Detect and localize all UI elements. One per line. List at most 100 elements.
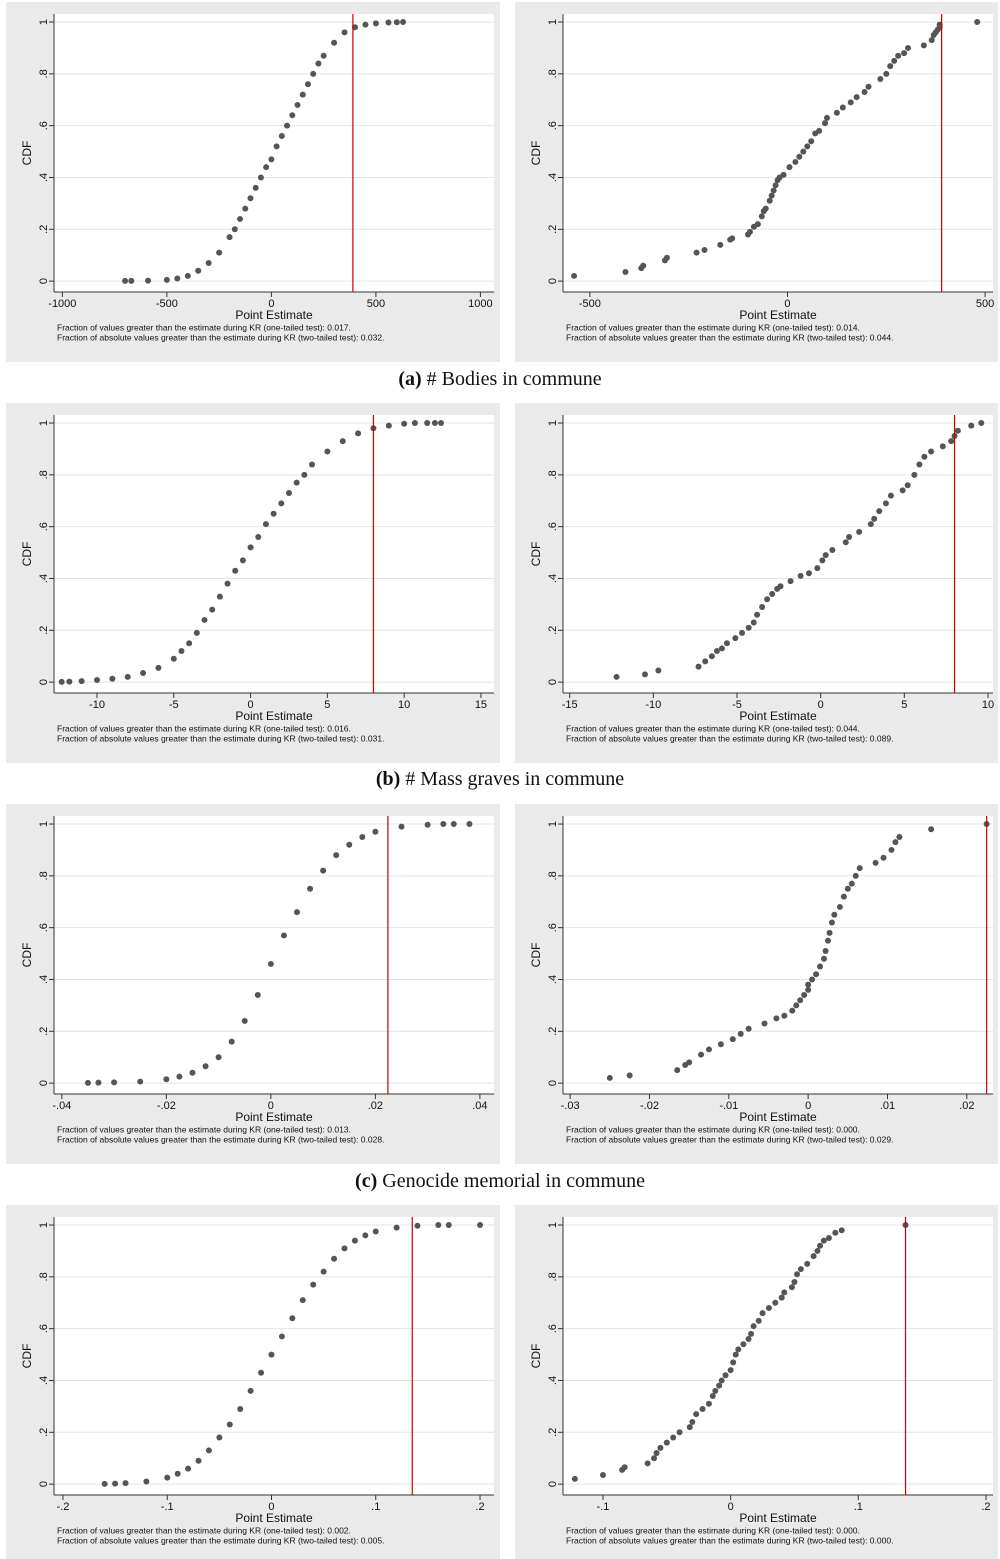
point (301, 471, 308, 478)
y-tick-label: .8 (38, 69, 50, 78)
point (804, 1260, 811, 1267)
x-tick-label: 5 (324, 699, 330, 711)
point (231, 226, 238, 233)
note: Fraction of values greater than the esti… (566, 1124, 860, 1134)
y-tick-label: 1 (38, 420, 50, 426)
point (824, 114, 831, 121)
point (466, 821, 473, 828)
point (805, 981, 812, 988)
note: Fraction of values greater than the esti… (566, 1525, 860, 1535)
y-tick-label: 0 (38, 1481, 50, 1487)
point (333, 852, 340, 859)
point (772, 1299, 779, 1306)
point (385, 19, 392, 26)
y-tick-label: 0 (38, 679, 50, 685)
x-tick-label: -.02 (157, 1100, 176, 1112)
x-tick-label: -.04 (52, 1100, 71, 1112)
y-tick-label: 0 (38, 278, 50, 284)
point (882, 500, 889, 507)
point (888, 846, 895, 853)
x-axis-label: Point Estimate (739, 308, 817, 322)
plot-area (563, 415, 993, 693)
y-axis-label: CDF (20, 943, 34, 968)
point (663, 254, 670, 261)
point (805, 570, 812, 577)
point (362, 21, 369, 28)
plot-area (54, 415, 494, 693)
y-axis-label: CDF (529, 1344, 543, 1369)
point (928, 448, 935, 455)
y-axis-label: CDF (20, 1344, 34, 1369)
point (928, 37, 935, 44)
point (78, 678, 85, 685)
point (571, 1475, 578, 1482)
point (310, 1281, 317, 1288)
point (739, 629, 746, 636)
point (613, 673, 620, 680)
point (723, 640, 730, 647)
point (887, 492, 894, 499)
y-tick-label: .2 (547, 1027, 559, 1036)
point (293, 909, 300, 916)
point (740, 1341, 747, 1348)
x-tick-label: -1000 (48, 298, 76, 310)
point (847, 99, 854, 106)
point (299, 1297, 306, 1304)
point (745, 1336, 752, 1343)
point (745, 624, 752, 631)
y-tick-label: .6 (38, 522, 50, 531)
point (293, 479, 300, 486)
point (270, 510, 277, 517)
point (193, 629, 200, 636)
point (215, 1054, 222, 1061)
point (195, 267, 202, 274)
point (846, 534, 853, 541)
panel: 0 .2 .4 .6 .8 1 -15 -10 -5 0 5 10 Point Estimate CDF F… (515, 403, 998, 763)
point (359, 833, 366, 840)
y-tick-label: .8 (547, 69, 559, 78)
x-tick-label: 500 (367, 298, 385, 310)
point (195, 1457, 202, 1464)
point (764, 596, 771, 603)
point (876, 508, 883, 515)
point (754, 611, 761, 618)
y-axis-label: CDF (529, 141, 543, 166)
point (819, 557, 826, 564)
x-tick-label: 0 (784, 298, 790, 310)
point (143, 1478, 150, 1485)
point (263, 164, 270, 171)
point (804, 143, 811, 150)
panel: 0 .2 .4 .6 .8 1 -500 0 500 Point Estimate CDF Fract… (515, 2, 998, 362)
point (411, 420, 418, 427)
y-tick-label: .4 (547, 1376, 559, 1385)
y-tick-label: 0 (38, 1080, 50, 1086)
point (911, 471, 918, 478)
point (814, 1247, 821, 1254)
point (232, 567, 239, 574)
point (310, 70, 317, 77)
point (112, 1480, 119, 1487)
point (727, 1367, 734, 1374)
point (883, 70, 890, 77)
point (848, 880, 855, 887)
point (729, 235, 736, 242)
point (895, 52, 902, 59)
point (758, 213, 765, 220)
point (140, 670, 147, 677)
plot-area (563, 816, 993, 1094)
x-axis-label: Point Estimate (235, 1110, 313, 1124)
x-tick-label: -.1 (597, 1501, 610, 1513)
point (324, 448, 331, 455)
point (750, 619, 757, 626)
point (968, 422, 975, 429)
point (831, 911, 838, 918)
point (722, 1372, 729, 1379)
x-tick-label: 10 (982, 699, 994, 711)
point (289, 1315, 296, 1322)
point (921, 453, 928, 460)
y-tick-label: 1 (38, 1222, 50, 1228)
point (622, 269, 629, 276)
point (202, 1063, 209, 1070)
point (713, 648, 720, 655)
point (698, 1051, 705, 1058)
